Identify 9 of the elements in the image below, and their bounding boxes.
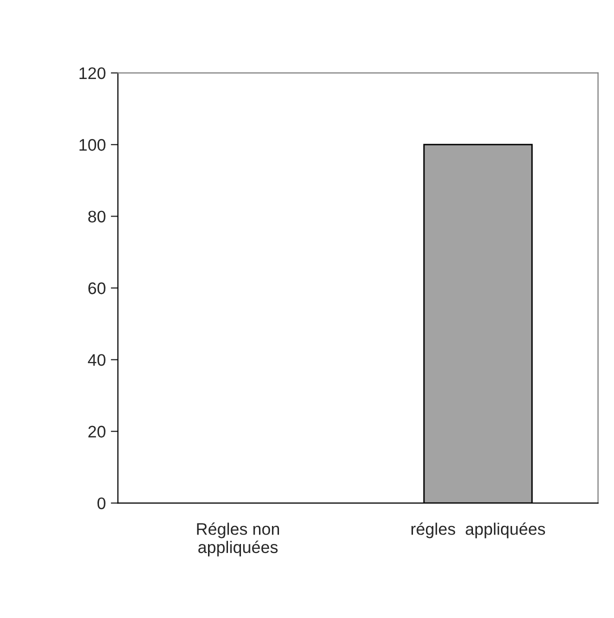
x-tick-label: Régles non appliquées	[197, 522, 280, 556]
y-tick-label: 0	[97, 497, 106, 510]
y-tick-label: 80	[88, 210, 106, 223]
y-tick-label: 20	[88, 426, 106, 438]
x-tick-label: régles appliquées	[411, 522, 546, 538]
y-tick-label: 120	[80, 67, 106, 80]
y-tick-label: 100	[80, 139, 106, 151]
y-tick-label: 60	[88, 282, 106, 294]
y-tick-label: 40	[88, 354, 106, 366]
